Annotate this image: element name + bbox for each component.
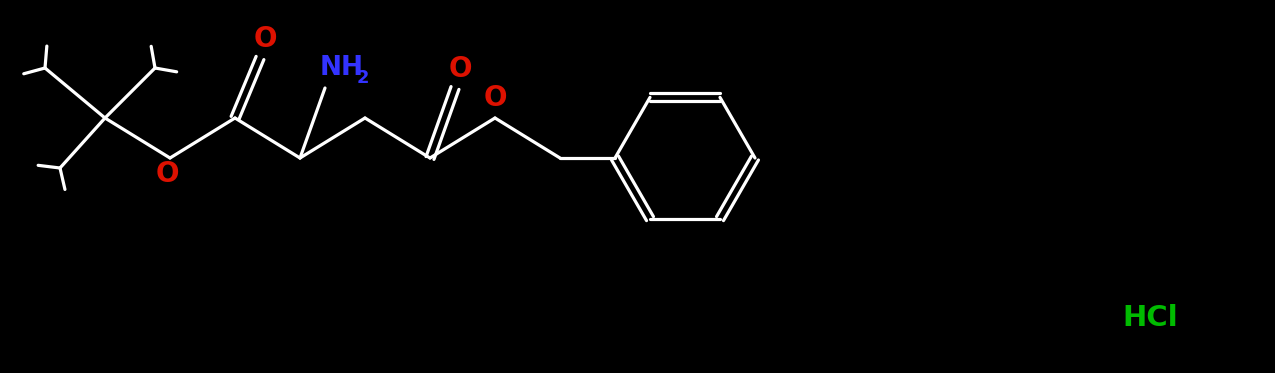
- Text: NH: NH: [320, 55, 363, 81]
- Text: 2: 2: [357, 69, 370, 87]
- Text: O: O: [449, 55, 472, 83]
- Text: O: O: [254, 25, 277, 53]
- Text: O: O: [483, 84, 506, 112]
- Text: O: O: [156, 160, 178, 188]
- Text: HCl: HCl: [1122, 304, 1178, 332]
